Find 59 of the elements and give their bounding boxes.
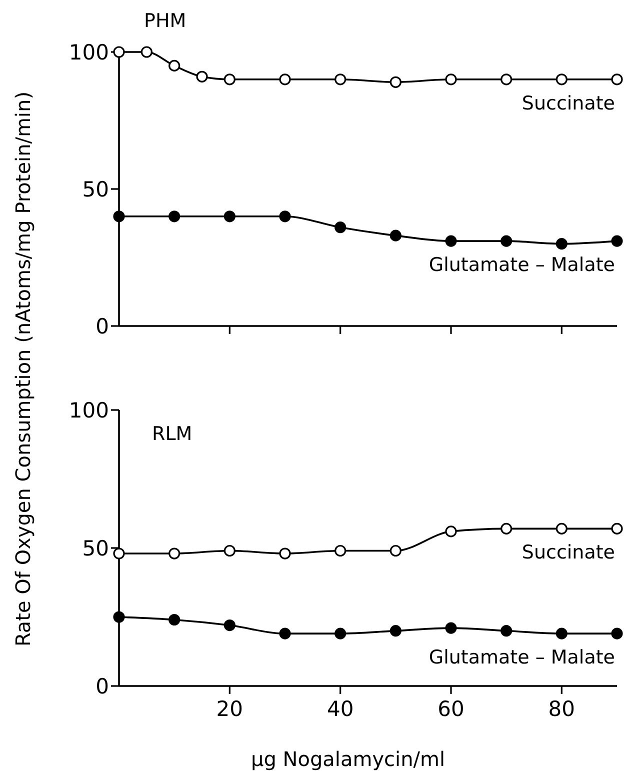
point: [390, 625, 402, 637]
point: [390, 230, 402, 242]
point: [113, 611, 125, 623]
y-axis-title: Rate Of Oxygen Consumption (nAtoms/mg Protein/min): [11, 91, 35, 647]
point: [279, 74, 291, 86]
point: [556, 628, 568, 640]
series-label: Succinate: [522, 92, 615, 114]
point: [113, 210, 125, 222]
x-tick-label: 20: [216, 697, 244, 721]
point: [224, 74, 236, 86]
y-tick-label: 0: [96, 314, 109, 338]
text: RLM: [152, 423, 192, 445]
point: [168, 60, 180, 72]
point: [611, 522, 623, 534]
point: [279, 628, 291, 640]
point: [140, 46, 152, 58]
x-tick-label: 40: [326, 697, 354, 721]
chart-title: PHM: [144, 10, 186, 32]
point: [224, 619, 236, 632]
point: [500, 235, 512, 247]
series-label: Succinate: [522, 542, 615, 564]
point: [334, 74, 346, 86]
point: [500, 522, 512, 534]
y-tick-label: 100: [68, 40, 109, 64]
x-tick-label: 80: [548, 697, 576, 721]
point: [168, 210, 180, 222]
point: [500, 74, 512, 86]
x-axis-title: μg Nogalamycin/ml: [250, 747, 446, 771]
point: [500, 625, 512, 637]
series-label: Glutamate – Malate: [428, 254, 615, 276]
y-tick-label: 50: [82, 536, 109, 560]
point: [168, 614, 180, 626]
point: [390, 76, 402, 88]
point: [611, 628, 623, 640]
x-tick-label: 60: [438, 697, 464, 721]
point: [334, 544, 346, 557]
series-label: Glutamate – Malate: [428, 646, 615, 669]
point: [556, 522, 568, 534]
y-tick-label: 50: [82, 177, 109, 202]
point: [334, 628, 346, 640]
point: [556, 238, 568, 250]
point: [224, 210, 236, 222]
point: [611, 74, 623, 86]
point: [224, 544, 236, 557]
point: [196, 70, 208, 82]
point: [445, 74, 457, 86]
point: [168, 548, 180, 560]
point: [113, 548, 125, 560]
point: [334, 222, 346, 234]
point: [279, 548, 291, 560]
point: [445, 235, 457, 247]
point: [279, 210, 291, 222]
point: [445, 622, 457, 634]
y-tick-label: 0: [96, 674, 109, 698]
point: [556, 74, 568, 86]
y-tick-label: 100: [68, 398, 109, 422]
point: [611, 235, 623, 247]
point: [445, 526, 457, 538]
point: [390, 544, 402, 557]
